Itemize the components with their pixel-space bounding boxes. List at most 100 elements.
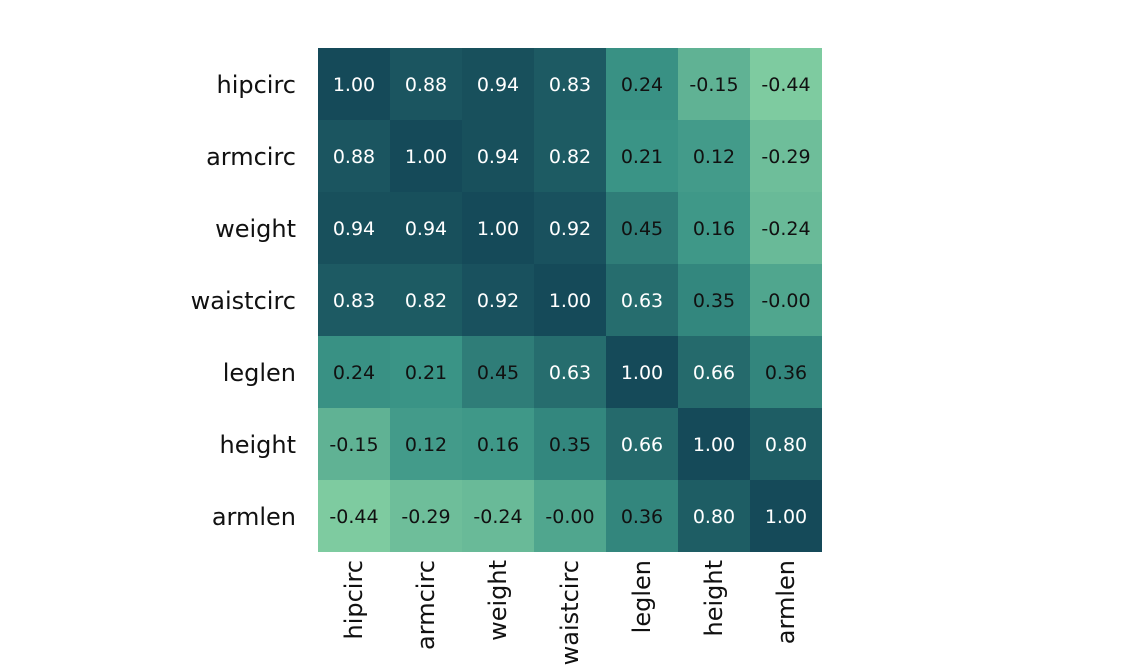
cell-value-label: 0.82 [549, 146, 591, 168]
cell-value-label: 0.36 [765, 362, 807, 384]
cell-value-label: -0.44 [329, 506, 378, 528]
row-label-height: height [220, 431, 297, 459]
column-label-armlen: armlen [772, 560, 800, 644]
heatmap-cell-height-waistcirc [534, 408, 606, 480]
heatmap-cell-height-hipcirc [318, 408, 390, 480]
heatmap-cell-armlen-armlen [750, 480, 822, 552]
cell-value-label: 0.35 [693, 290, 735, 312]
heatmap-cells [318, 48, 822, 552]
cell-value-label: 0.21 [405, 362, 447, 384]
heatmap-cell-armlen-leglen [606, 480, 678, 552]
heatmap-cell-hipcirc-waistcirc [534, 48, 606, 120]
cell-value-label: 0.12 [693, 146, 735, 168]
heatmap-cell-armlen-height [678, 480, 750, 552]
heatmap-cell-waistcirc-hipcirc [318, 264, 390, 336]
heatmap-cell-armcirc-armlen [750, 120, 822, 192]
cell-value-label: 0.88 [405, 74, 447, 96]
cell-value-label: -0.00 [545, 506, 594, 528]
heatmap-cell-hipcirc-hipcirc [318, 48, 390, 120]
heatmap-cell-weight-leglen [606, 192, 678, 264]
cell-value-label: 0.36 [621, 506, 663, 528]
cell-value-label: 1.00 [765, 506, 807, 528]
heatmap-cell-leglen-armlen [750, 336, 822, 408]
column-label-weight: weight [484, 560, 512, 641]
cell-value-label: -0.44 [761, 74, 810, 96]
heatmap-cell-weight-waistcirc [534, 192, 606, 264]
heatmap-cell-labels: 1.00 0.88 0.94 0.83 0.24 -0.15 -0.44 0.88 1.00 0.… [329, 74, 810, 528]
heatmap-cell-leglen-weight [462, 336, 534, 408]
cell-value-label: 0.45 [477, 362, 519, 384]
heatmap-cell-weight-height [678, 192, 750, 264]
cell-value-label: 0.94 [477, 74, 519, 96]
column-tick-labels: hipcirc armcirc weight waistcirc leglen heigh… [340, 560, 800, 665]
heatmap-cell-hipcirc-leglen [606, 48, 678, 120]
heatmap-cell-armlen-weight [462, 480, 534, 552]
row-label-armlen: armlen [212, 503, 296, 531]
cell-value-label: 0.63 [621, 290, 663, 312]
cell-value-label: 0.45 [621, 218, 663, 240]
heatmap-cell-armlen-waistcirc [534, 480, 606, 552]
row-label-waistcirc: waistcirc [191, 287, 296, 315]
column-label-leglen: leglen [628, 560, 656, 633]
heatmap-cell-armlen-armcirc [390, 480, 462, 552]
cell-value-label: -0.15 [329, 434, 378, 456]
cell-value-label: -0.24 [761, 218, 810, 240]
cell-value-label: 0.66 [693, 362, 735, 384]
cell-value-label: -0.24 [473, 506, 522, 528]
heatmap-cell-leglen-height [678, 336, 750, 408]
heatmap-cell-weight-weight [462, 192, 534, 264]
heatmap-cell-leglen-leglen [606, 336, 678, 408]
cell-value-label: 0.82 [405, 290, 447, 312]
heatmap-cell-armcirc-weight [462, 120, 534, 192]
cell-value-label: 0.80 [765, 434, 807, 456]
cell-value-label: 1.00 [621, 362, 663, 384]
row-label-armcirc: armcirc [206, 143, 296, 171]
cell-value-label: 0.88 [333, 146, 375, 168]
heatmap-cell-waistcirc-leglen [606, 264, 678, 336]
cell-value-label: 0.92 [549, 218, 591, 240]
heatmap-cell-height-armlen [750, 408, 822, 480]
heatmap-cell-waistcirc-armlen [750, 264, 822, 336]
heatmap-cell-hipcirc-height [678, 48, 750, 120]
cell-value-label: -0.00 [761, 290, 810, 312]
heatmap-cell-height-weight [462, 408, 534, 480]
cell-value-label: 0.16 [693, 218, 735, 240]
column-label-height: height [700, 560, 728, 637]
cell-value-label: 1.00 [477, 218, 519, 240]
cell-value-label: 0.24 [333, 362, 375, 384]
column-label-armcirc: armcirc [412, 560, 440, 650]
heatmap-cell-height-height [678, 408, 750, 480]
cell-value-label: 0.80 [693, 506, 735, 528]
cell-value-label: 0.63 [549, 362, 591, 384]
column-label-waistcirc: waistcirc [556, 560, 584, 665]
cell-value-label: 1.00 [405, 146, 447, 168]
cell-value-label: 0.83 [333, 290, 375, 312]
cell-value-label: -0.29 [761, 146, 810, 168]
cell-value-label: 0.35 [549, 434, 591, 456]
cell-value-label: 0.66 [621, 434, 663, 456]
heatmap-cell-waistcirc-armcirc [390, 264, 462, 336]
heatmap-cell-weight-armcirc [390, 192, 462, 264]
heatmap-cell-weight-hipcirc [318, 192, 390, 264]
heatmap-cell-armcirc-armcirc [390, 120, 462, 192]
column-label-hipcirc: hipcirc [340, 560, 368, 640]
cell-value-label: 0.94 [405, 218, 447, 240]
heatmap-cell-waistcirc-height [678, 264, 750, 336]
cell-value-label: 0.94 [477, 146, 519, 168]
cell-value-label: 0.94 [333, 218, 375, 240]
heatmap-cell-armcirc-height [678, 120, 750, 192]
cell-value-label: 0.21 [621, 146, 663, 168]
heatmap-cell-armcirc-hipcirc [318, 120, 390, 192]
cell-value-label: 0.24 [621, 74, 663, 96]
heatmap-cell-waistcirc-weight [462, 264, 534, 336]
heatmap-cell-waistcirc-waistcirc [534, 264, 606, 336]
heatmap-cell-leglen-waistcirc [534, 336, 606, 408]
heatmap-cell-height-leglen [606, 408, 678, 480]
row-label-leglen: leglen [223, 359, 296, 387]
cell-value-label: 0.92 [477, 290, 519, 312]
heatmap-cell-armcirc-waistcirc [534, 120, 606, 192]
cell-value-label: 0.12 [405, 434, 447, 456]
row-label-hipcirc: hipcirc [216, 71, 296, 99]
